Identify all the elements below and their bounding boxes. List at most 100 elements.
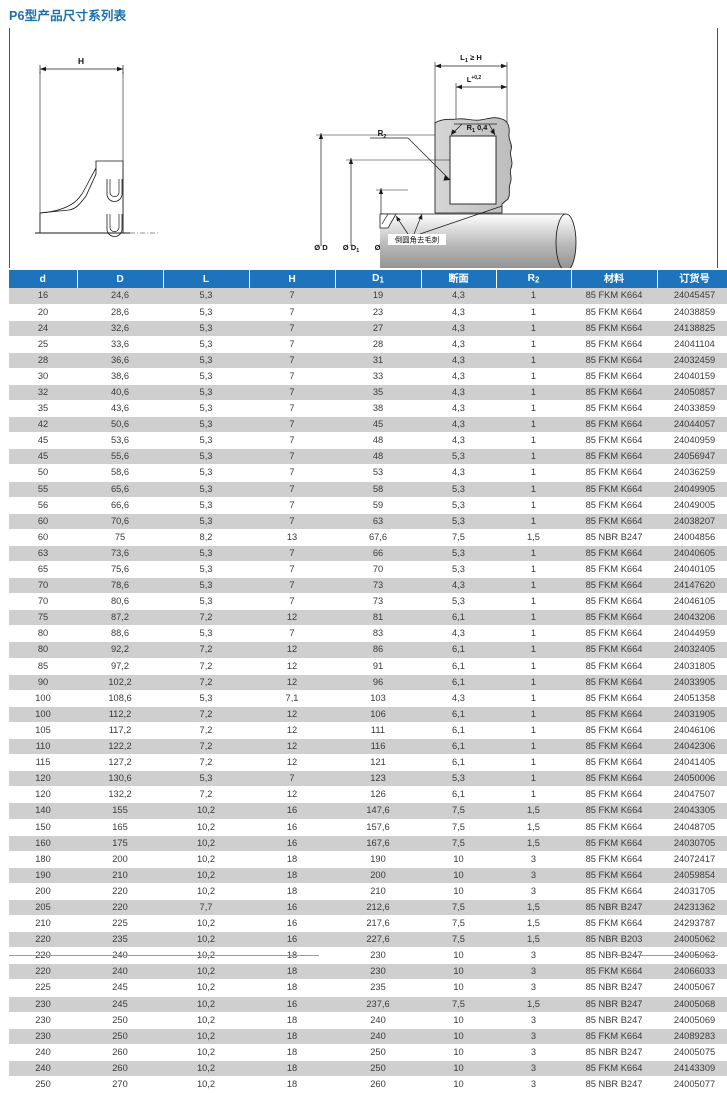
cell-section: 10: [421, 1060, 496, 1078]
cell-order_no: 24046106: [657, 722, 727, 740]
cell-section: 7,5: [421, 802, 496, 820]
cell-R2: 1,5: [496, 819, 571, 836]
cell-D1: 33: [335, 368, 421, 385]
cell-material: 85 FKM K664: [571, 304, 657, 321]
cell-D: 112,2: [77, 706, 163, 723]
cell-D: 43,6: [77, 400, 163, 418]
cell-H: 16: [249, 899, 335, 917]
cell-section: 5,3: [421, 513, 496, 530]
cell-D: 40,6: [77, 384, 163, 402]
cell-R2: 1: [496, 400, 571, 418]
cell-L: 5,3: [163, 288, 249, 305]
cell-L: 5,3: [163, 304, 249, 321]
cell-H: 7,1: [249, 690, 335, 707]
cell-d: 250: [9, 1076, 77, 1093]
cell-L: 7,2: [163, 706, 249, 723]
cell-d: 240: [9, 1044, 77, 1061]
cell-D1: 67,6: [335, 529, 421, 546]
cell-H: 16: [249, 996, 335, 1013]
spec-sheet-page: P6型产品尺寸系列表: [9, 9, 727, 1093]
cell-D1: 200: [335, 867, 421, 884]
cell-R2: 3: [496, 883, 571, 900]
cell-d: 220: [9, 931, 77, 949]
cell-D: 108,6: [77, 690, 163, 707]
cell-order_no: 24066033: [657, 963, 727, 981]
cell-d: 63: [9, 545, 77, 563]
cell-d: 210: [9, 915, 77, 933]
cell-H: 16: [249, 802, 335, 820]
cell-section: 5,3: [421, 593, 496, 611]
cell-order_no: 24042306: [657, 738, 727, 756]
cell-D1: 235: [335, 979, 421, 997]
seal-profile-outline: [39, 160, 124, 234]
label-r2: R2: [378, 129, 387, 140]
cell-L: 5,3: [163, 481, 249, 498]
cell-D1: 73: [335, 593, 421, 611]
col-header-section: 断面: [421, 270, 497, 289]
cell-L: 5,3: [163, 352, 249, 369]
cell-section: 5,3: [421, 545, 496, 563]
cell-d: 220: [9, 963, 77, 981]
cell-L: 5,3: [163, 593, 249, 611]
cell-order_no: 24005062: [657, 931, 727, 949]
cell-order_no: 24050006: [657, 770, 727, 788]
cell-D1: 23: [335, 304, 421, 321]
cell-R2: 1: [496, 320, 571, 337]
cell-H: 7: [249, 545, 335, 563]
cell-H: 18: [249, 1012, 335, 1029]
footer-rule-left: [9, 955, 319, 956]
cell-section: 7,5: [421, 529, 496, 546]
col-header-D: D: [77, 270, 164, 289]
cell-D: 50,6: [77, 416, 163, 434]
cell-H: 7: [249, 384, 335, 402]
cell-L: 10,2: [163, 851, 249, 868]
cell-material: 85 FKM K664: [571, 432, 657, 450]
cell-material: 85 FKM K664: [571, 545, 657, 563]
cell-R2: 1,5: [496, 802, 571, 820]
col-header-L: L: [163, 270, 250, 289]
cell-material: 85 FKM K664: [571, 963, 657, 981]
cell-R2: 1: [496, 368, 571, 385]
cell-order_no: 24031905: [657, 706, 727, 723]
cell-material: 85 NBR B247: [571, 1044, 657, 1061]
cell-material: 85 FKM K664: [571, 1028, 657, 1045]
cell-material: 85 FKM K664: [571, 416, 657, 434]
cell-D1: 48: [335, 448, 421, 466]
cell-D1: 240: [335, 1012, 421, 1029]
cell-material: 85 FKM K664: [571, 464, 657, 482]
cell-D1: 106: [335, 706, 421, 723]
cell-D: 200: [77, 851, 163, 868]
cell-section: 7,5: [421, 835, 496, 852]
cell-R2: 1: [496, 384, 571, 402]
cell-D: 36,6: [77, 352, 163, 369]
cell-D: 80,6: [77, 593, 163, 611]
housing-body: [370, 117, 513, 214]
cell-L: 5,3: [163, 320, 249, 337]
cell-section: 6,1: [421, 738, 496, 756]
cell-D: 175: [77, 835, 163, 852]
col-header-R2: R2: [496, 270, 572, 289]
cell-order_no: 24005075: [657, 1044, 727, 1061]
cell-section: 10: [421, 883, 496, 900]
cell-D1: 237,6: [335, 996, 421, 1013]
cell-H: 18: [249, 867, 335, 884]
table-row: 205 220 7,7 16 212,6 7,5 1,5 85 NBR B247 2423136…: [9, 899, 727, 917]
cell-d: 25: [9, 336, 77, 353]
cell-material: 85 FKM K664: [571, 706, 657, 723]
cell-order_no: 24072417: [657, 851, 727, 868]
cell-d: 32: [9, 384, 77, 402]
cell-material: 85 NBR B247: [571, 1076, 657, 1093]
